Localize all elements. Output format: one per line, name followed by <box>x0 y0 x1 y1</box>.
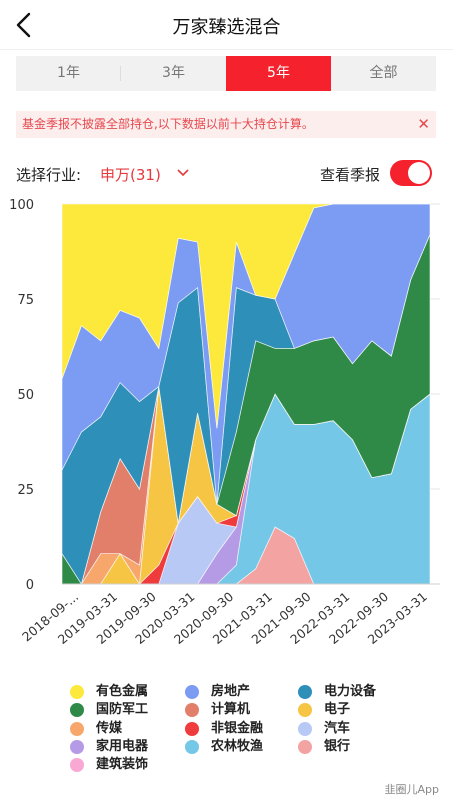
legend-swatch <box>298 685 312 699</box>
toggle-knob <box>408 162 430 184</box>
legend-label: 家用电器 <box>96 738 149 754</box>
app-header: 万家臻选混合 <box>0 0 453 50</box>
legend-label: 传媒 <box>96 720 123 736</box>
legend-label: 电力设备 <box>324 684 377 699</box>
chevron-down-icon[interactable] <box>176 165 190 179</box>
legend-swatch <box>185 739 199 754</box>
legend-swatch <box>70 685 84 699</box>
legend-label: 农林牧渔 <box>211 738 264 754</box>
period-tabs: 1年 3年 5年 全部 <box>16 56 436 91</box>
legend-swatch <box>185 685 199 699</box>
legend-label: 国防军工 <box>96 702 149 718</box>
watermark: 韭圈儿App <box>384 783 440 796</box>
legend-swatch <box>298 739 312 754</box>
legend-swatch <box>298 721 312 736</box>
legend-swatch <box>70 758 84 773</box>
legend-swatch <box>298 703 312 718</box>
tab-3-year[interactable]: 3年 <box>162 65 185 81</box>
notice-text: 基金季报不披露全部持仓,以下数据以前十大持仓计算。 <box>22 117 314 131</box>
back-arrow-icon[interactable] <box>10 8 40 42</box>
legend-label: 非银金融 <box>211 720 264 736</box>
industry-filter-label: 选择行业: <box>16 166 82 184</box>
y-tick-label: 25 <box>17 483 34 498</box>
tab-1-year[interactable]: 1年 <box>16 56 121 91</box>
legend-label: 电子 <box>324 702 351 718</box>
quarterly-report-label: 查看季报 <box>319 166 380 184</box>
legend-label: 房地产 <box>211 684 251 699</box>
legend-label: 建筑装饰 <box>96 757 149 773</box>
legend-swatch <box>70 721 84 736</box>
legend-swatch <box>185 703 199 718</box>
page-title: 万家臻选混合 <box>172 17 281 38</box>
close-icon[interactable]: ✕ <box>417 115 430 133</box>
y-tick-label: 75 <box>17 293 34 308</box>
y-tick-label: 0 <box>26 578 34 593</box>
legend-label: 有色金属 <box>96 684 149 699</box>
legend-label: 汽车 <box>324 720 351 736</box>
industry-allocation-chart: 02550751002018-09-...2019-03-312019-09-3… <box>9 198 440 647</box>
y-tick-label: 100 <box>9 198 34 213</box>
legend-label: 银行 <box>324 738 351 754</box>
y-tick-label: 50 <box>17 388 34 403</box>
industry-selector[interactable]: 申万(31) <box>100 166 161 184</box>
legend-swatch <box>70 739 84 754</box>
legend-label: 计算机 <box>211 702 251 718</box>
notice-banner: 基金季报不披露全部持仓,以下数据以前十大持仓计算。 ✕ <box>16 111 436 138</box>
legend-swatch <box>185 721 199 736</box>
quarterly-report-toggle[interactable] <box>390 160 432 186</box>
tab-5-year[interactable]: 5年 <box>226 56 331 91</box>
area-series <box>61 203 430 429</box>
industry-filter-row: 选择行业: 申万(31) 查看季报 <box>16 160 436 188</box>
legend-swatch <box>70 703 84 718</box>
tab-all[interactable]: 全部 <box>369 65 398 81</box>
